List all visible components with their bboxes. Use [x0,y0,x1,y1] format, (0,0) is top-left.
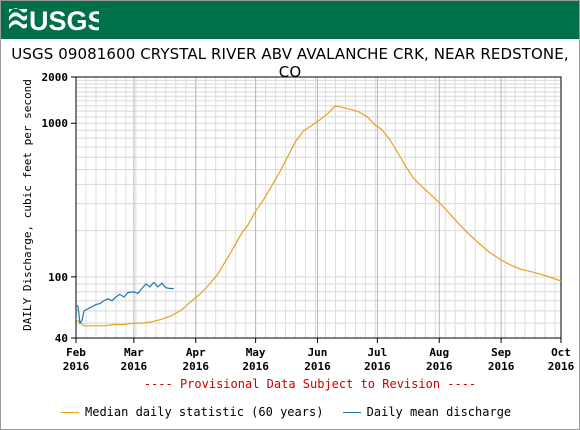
median-statistic-line [75,105,562,327]
x-tick-year: 2016 [304,360,331,373]
usgs-logo: USGS [9,6,99,35]
series-lines [75,105,562,327]
x-tick-month: Sep [491,346,511,359]
x-tick-month: Mar [124,346,144,359]
x-tick-month: Oct [551,346,571,359]
y-tick-label: 100 [48,271,68,284]
x-tick-year: 2016 [364,360,391,373]
x-tick-month: Feb [66,346,86,359]
x-tick-year: 2016 [121,360,148,373]
x-tick-year: 2016 [426,360,453,373]
x-tick-month: Jun [308,346,328,359]
x-tick-year: 2016 [183,360,210,373]
provisional-notice: ---- Provisional Data Subject to Revisio… [143,377,477,391]
x-tick-year: 2016 [63,360,90,373]
gridlines [75,76,562,338]
legend-swatch-daily-mean [342,411,361,413]
y-axis-label: DAILY Discharge, cubic feet per second [21,79,34,331]
x-tick-month: Aug [429,346,449,359]
x-tick-year: 2016 [548,360,575,373]
legend-label-daily-mean: Daily mean discharge [366,404,512,419]
daily-mean-discharge-line [75,281,174,325]
legend-item-daily-mean: Daily mean discharge [342,404,512,419]
plot-border [75,76,562,339]
legend-item-median: Median daily statistic (60 years) [61,405,323,419]
y-tick-label: 40 [55,332,68,345]
legend-label-median: Median daily statistic (60 years) [85,404,324,419]
x-tick-month: Jul [367,346,387,359]
x-tick-year: 2016 [488,360,515,373]
legend-swatch-median [61,411,79,413]
logo-text: USGS [29,6,99,35]
x-tick-month: Apr [186,346,206,359]
y-tick-label: 2000 [42,71,69,84]
y-tick-label: 1000 [42,117,69,130]
usgs-banner: USGS [1,1,579,39]
x-tick-year: 2016 [242,360,269,373]
axis-ticks: 4010010002000Feb2016Mar2016Apr2016May201… [42,71,575,373]
x-tick-month: May [246,346,266,359]
legend: Median daily statistic (60 years) Daily … [61,404,523,420]
